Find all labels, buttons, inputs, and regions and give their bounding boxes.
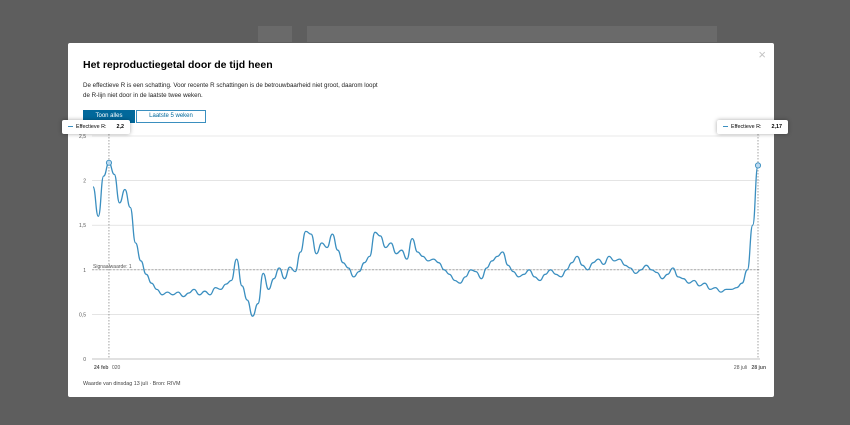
tooltip-left: Effectieve R: 2,2 [62,120,130,134]
tooltip-label: Effectieve R: [76,124,107,130]
r-number-line-chart: 0 0,5 1 1,5 2 2,5 Signaalwaarde: 1 24 feb 020 28 … [79,128,766,371]
r-series-line [92,162,759,317]
modal-title: Het reproductiegetal door de tijd heen [83,59,273,71]
series-marker-icon [723,126,728,128]
chart-modal: × Het reproductiegetal door de tijd heen… [62,43,788,397]
y-tick-label: 0 [83,357,86,363]
series-marker-icon [68,126,73,128]
last-point-marker [754,162,762,169]
y-tick-label: 2 [83,179,86,185]
show-all-button[interactable]: Toon alles [83,110,135,123]
background-card [307,26,717,42]
tooltip-value: 2,17 [771,124,782,130]
y-tick-label: 2,5 [79,134,86,140]
reference-line-label: Signaalwaarde: 1 [93,264,132,270]
tooltip-label: Effectieve R: [731,124,762,130]
last-5-weeks-button[interactable]: Laatste 5 weken [136,110,206,123]
peak-point-marker [105,159,113,166]
x-label-end-prev: 28 juli [734,365,747,371]
y-tick-label: 1,5 [79,223,86,229]
background-card [258,26,292,42]
x-label-end: 28 jun [752,365,766,371]
tooltip-value: 2,2 [116,124,124,130]
chart-footer: Waarde van dinsdag 13 juli · Bron: RIVM [83,381,181,387]
y-tick-label: 1 [83,268,86,274]
close-icon[interactable]: × [758,47,766,62]
modal-description: De effectieve R is een schatting. Voor r… [83,82,378,99]
y-tick-label: 0,5 [79,312,86,318]
x-label-start-extra: 020 [112,365,121,371]
tooltip-right: Effectieve R: 2,17 [717,120,788,134]
x-label-start: 24 feb [94,365,108,371]
